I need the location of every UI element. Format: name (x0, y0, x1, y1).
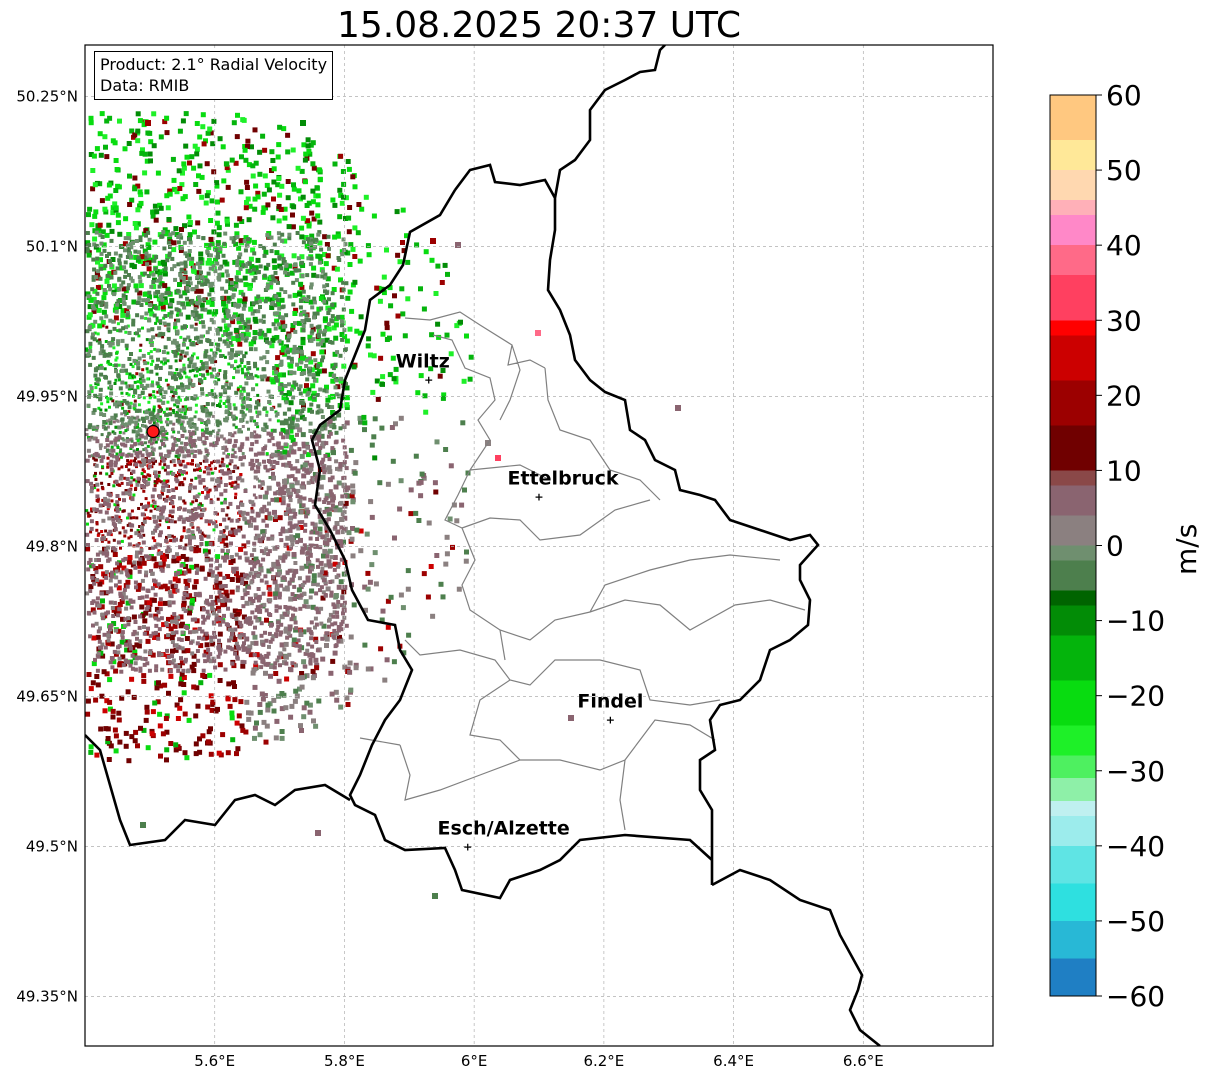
lon-tick-label: 6.6°E (843, 1052, 884, 1070)
colorbar-tick-label: 40 (1106, 229, 1142, 262)
product-label: Product: 2.1° Radial Velocity (100, 55, 328, 74)
map-title: 15.08.2025 20:37 UTC (336, 5, 742, 46)
map-frame (84, 44, 994, 1047)
colorbar-tick-label: −60 (1106, 980, 1165, 1013)
lat-tick-label: 49.5°N (26, 838, 78, 856)
radar-echoes (85, 111, 681, 899)
data-source-label: Data: RMIB (100, 76, 190, 95)
colorbar-tick-label: 0 (1106, 530, 1124, 563)
colorbar-tick-label: −10 (1106, 605, 1165, 638)
lat-tick-label: 49.65°N (16, 688, 78, 706)
lat-tick-label: 49.8°N (26, 538, 78, 556)
colorbar-unit-label: m/s (1170, 523, 1203, 575)
colorbar-tick-label: −20 (1106, 680, 1165, 713)
colorbar-tick-label: 20 (1106, 379, 1142, 412)
colorbar-tick-label: 60 (1106, 79, 1142, 112)
city-marker-icon: + (606, 714, 615, 727)
colorbar-tick-label: −30 (1106, 755, 1165, 788)
colorbar-tick-label: 10 (1106, 454, 1142, 487)
axis-ticks: 5.6°E 5.8°E 6°E 6.2°E 6.4°E 6.6°E 50.25°N 50.1°… (16, 88, 883, 1071)
radar-site-marker (146, 424, 160, 439)
city-marker-icon: + (463, 841, 472, 854)
colorbar-tick-label: −50 (1106, 905, 1165, 938)
city-label: Ettelbruck (508, 468, 619, 490)
colorbar (1049, 94, 1097, 997)
lon-tick-label: 6.4°E (713, 1052, 754, 1070)
lon-tick-label: 6°E (461, 1052, 488, 1070)
city-label: Esch/Alzette (438, 818, 570, 840)
lat-tick-label: 49.95°N (16, 388, 78, 406)
colorbar-tick-label: 50 (1106, 154, 1142, 187)
colorbar-tick-label: −40 (1106, 830, 1165, 863)
city-markers: +Wiltz+Ettelbruck+Findel+Esch/Alzette (396, 351, 644, 854)
city-label: Findel (577, 691, 643, 713)
lat-tick-label: 49.35°N (16, 988, 78, 1006)
product-info-box: Product: 2.1° Radial Velocity Data: RMIB (94, 51, 334, 100)
gridlines (85, 45, 993, 1046)
city-marker-icon: + (424, 374, 433, 387)
colorbar-ticks: 60 50 40 30 20 10 0 −10 −20 −30 −40 −50 −60 (1096, 79, 1165, 1013)
country-border-west (85, 45, 881, 1046)
city-marker-icon: + (534, 491, 543, 504)
lat-tick-label: 50.25°N (16, 88, 78, 106)
lon-tick-label: 6.2°E (583, 1052, 624, 1070)
lon-tick-label: 5.8°E (324, 1052, 365, 1070)
borders (85, 45, 881, 1046)
lon-tick-label: 5.6°E (194, 1052, 235, 1070)
colorbar-tick-label: 30 (1106, 304, 1142, 337)
commune-borders (359, 311, 806, 831)
city-label: Wiltz (396, 351, 450, 373)
lat-tick-label: 50.1°N (26, 238, 78, 256)
